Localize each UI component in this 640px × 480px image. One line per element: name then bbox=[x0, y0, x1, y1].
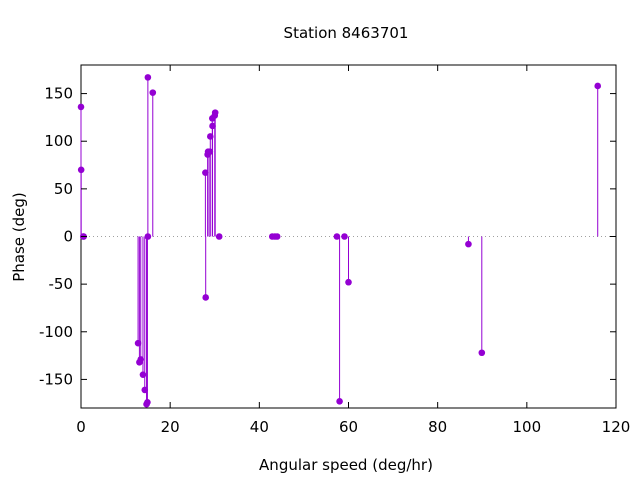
stem-marker bbox=[139, 371, 147, 378]
stem-marker bbox=[478, 349, 486, 357]
stem-marker bbox=[202, 294, 209, 301]
x-tick-label: 40 bbox=[250, 418, 269, 436]
stem-marker bbox=[594, 82, 602, 90]
stem-marker bbox=[273, 233, 281, 240]
axis-ticks: 0 20 40 60 80 100 120 -150 -100 -50 0 50 100 150 bbox=[39, 65, 630, 436]
y-tick-label: 150 bbox=[44, 85, 73, 103]
stem-marker bbox=[144, 74, 152, 81]
stem-marker bbox=[465, 240, 472, 248]
y-tick-label: -50 bbox=[49, 275, 74, 293]
stem-marker bbox=[149, 89, 157, 96]
x-tick-label: 120 bbox=[602, 418, 631, 436]
stem-marker bbox=[209, 122, 216, 130]
chart-title: Station 8463701 bbox=[284, 24, 409, 42]
y-axis-label: Phase (deg) bbox=[10, 192, 28, 282]
stem-marker bbox=[77, 103, 85, 111]
y-tick-label: 50 bbox=[54, 180, 73, 198]
x-tick-label: 0 bbox=[76, 418, 86, 436]
y-tick-label: -100 bbox=[39, 323, 73, 341]
x-tick-label: 80 bbox=[428, 418, 447, 436]
y-tick-label: 100 bbox=[44, 132, 73, 150]
stem-marker bbox=[341, 233, 348, 240]
stem-marker bbox=[336, 398, 343, 405]
stem-marker bbox=[77, 166, 85, 174]
data-stems bbox=[77, 74, 602, 408]
x-tick-label: 100 bbox=[513, 418, 542, 436]
stem-marker bbox=[211, 109, 219, 116]
x-tick-label: 60 bbox=[339, 418, 358, 436]
stem-marker bbox=[202, 169, 209, 176]
x-axis-label: Angular speed (deg/hr) bbox=[259, 456, 433, 474]
y-tick-label: -150 bbox=[39, 370, 73, 388]
stem-marker bbox=[144, 398, 151, 406]
stem-marker bbox=[137, 356, 145, 363]
stem-marker bbox=[215, 233, 223, 240]
stem-marker bbox=[345, 278, 352, 286]
x-tick-label: 20 bbox=[161, 418, 180, 436]
y-tick-label: 0 bbox=[63, 228, 73, 246]
stem-marker bbox=[333, 233, 341, 240]
